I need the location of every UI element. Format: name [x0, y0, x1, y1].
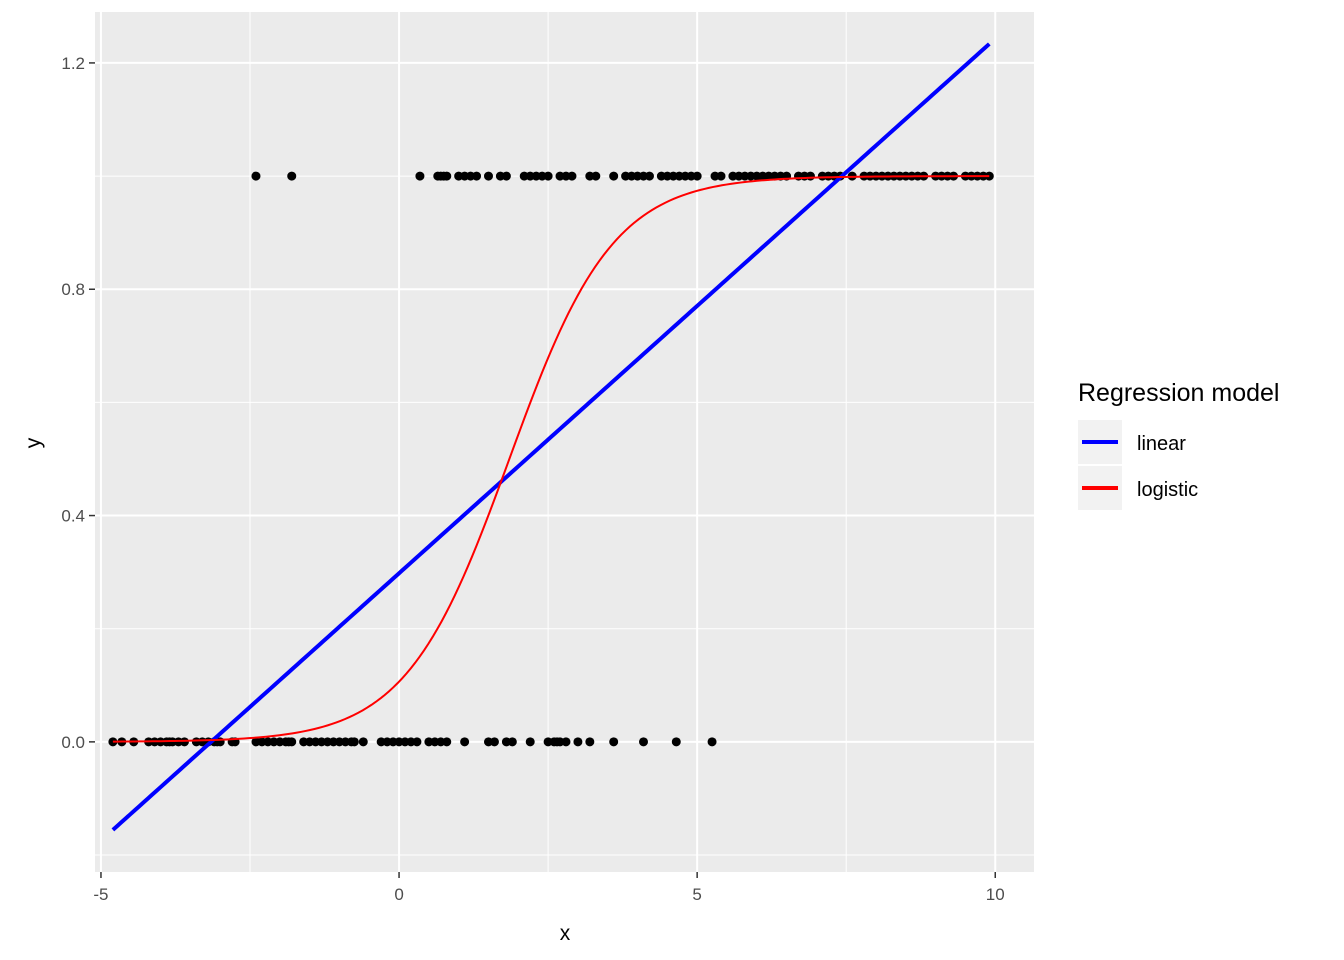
legend-title: Regression model [1078, 379, 1280, 407]
data-point [108, 737, 118, 747]
y-tick-label: 0.4 [61, 507, 85, 526]
axes: -5 0 5 10 0.0 0.4 0.8 1.2 [61, 54, 1004, 904]
data-point [251, 171, 261, 181]
legend-label-logistic: logistic [1137, 479, 1198, 501]
grid-lines [95, 12, 1034, 872]
x-tick-label: 5 [692, 885, 701, 904]
regression-lines [111, 42, 991, 832]
x-tick-label: -5 [93, 885, 108, 904]
data-point [573, 737, 583, 747]
data-point [525, 737, 535, 747]
data-point [609, 737, 619, 747]
data-point [287, 737, 297, 747]
data-point [287, 171, 297, 181]
data-point [591, 171, 601, 181]
series-line-linear [111, 42, 991, 832]
data-point [543, 171, 553, 181]
data-point [707, 737, 717, 747]
y-tick-label: 0.8 [61, 280, 85, 299]
data-point [415, 171, 425, 181]
data-point [671, 737, 681, 747]
y-axis-title: y [22, 437, 45, 448]
data-point [349, 737, 359, 747]
x-tick-label: 10 [986, 885, 1005, 904]
x-axis-title: x [560, 922, 571, 945]
data-point [412, 737, 422, 747]
data-point [692, 171, 702, 181]
data-point [442, 171, 452, 181]
data-point [489, 737, 499, 747]
data-point [442, 737, 452, 747]
data-point [483, 171, 493, 181]
data-point [179, 737, 189, 747]
data-point [638, 737, 648, 747]
x-tick-label: 0 [394, 885, 403, 904]
data-point [585, 737, 595, 747]
y-tick-label: 1.2 [61, 54, 85, 73]
data-point [472, 171, 482, 181]
data-point [716, 171, 726, 181]
panel-background [95, 12, 1034, 872]
data-point [567, 171, 577, 181]
y-tick-label: 0.0 [61, 733, 85, 752]
plot-panel [95, 12, 1034, 872]
data-point [460, 737, 470, 747]
legend: Regression model linear logistic [1078, 379, 1280, 510]
data-point [644, 171, 654, 181]
series-line-logistic [112, 175, 990, 743]
legend-label-linear: linear [1137, 433, 1186, 455]
data-point [561, 737, 571, 747]
data-point [805, 171, 815, 181]
data-point [358, 737, 368, 747]
data-point [501, 171, 511, 181]
data-point [609, 171, 619, 181]
data-point [507, 737, 517, 747]
